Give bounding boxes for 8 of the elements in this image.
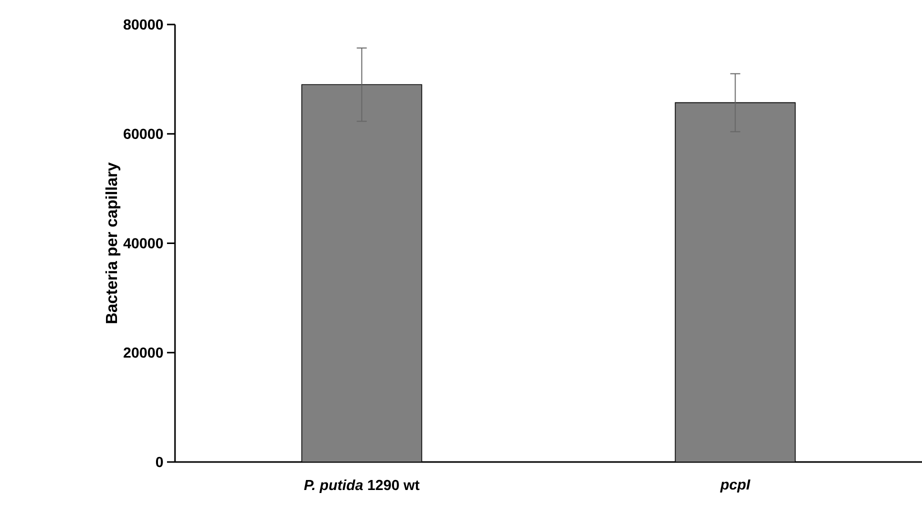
y-tick-label: 20000 xyxy=(124,347,163,358)
x-tick-label: P. putida 1290 wt xyxy=(304,480,420,494)
x-tick-label: pcpI xyxy=(720,480,750,493)
y-tick-label: 40000 xyxy=(123,238,163,248)
y-tick-label: 60000 xyxy=(124,128,163,140)
y-axis-title: Bacteria per capillary xyxy=(105,162,120,324)
y-tick-label: 0 xyxy=(156,456,163,468)
y-tick-label: 80000 xyxy=(124,19,163,30)
